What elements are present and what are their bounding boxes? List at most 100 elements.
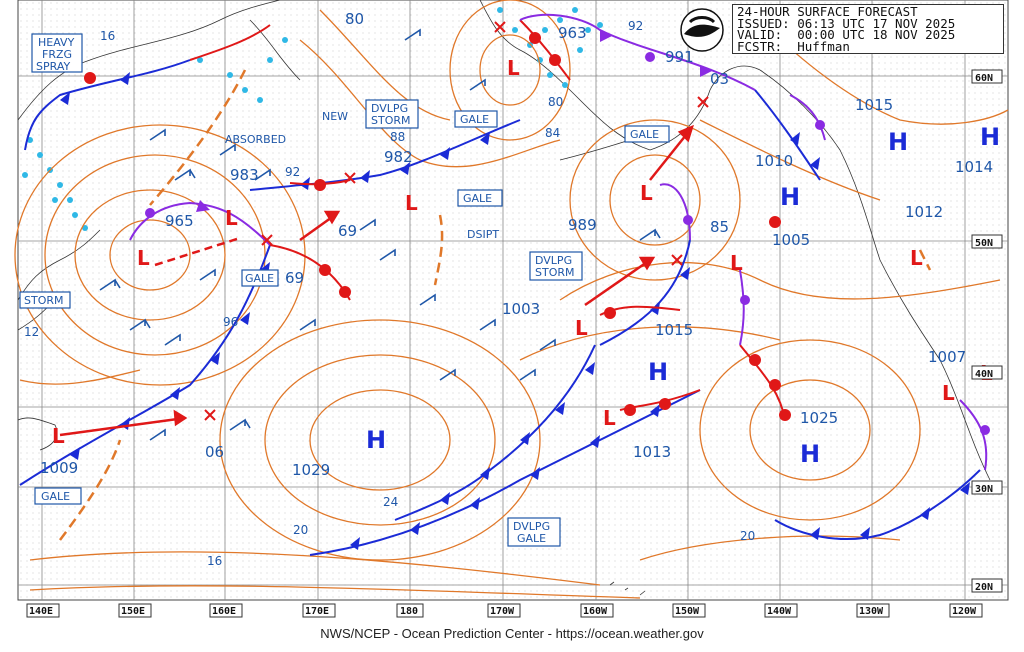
pressure-989: 989 <box>568 216 597 234</box>
warm-front-semicircles <box>84 32 791 421</box>
svg-text:150E: 150E <box>121 606 145 617</box>
svg-text:20N: 20N <box>975 582 993 593</box>
svg-text:L: L <box>640 181 653 205</box>
pressure-1015-b: 1015 <box>855 96 893 114</box>
svg-text:L: L <box>575 316 588 340</box>
svg-text:L: L <box>942 381 955 405</box>
label-absorbed: ABSORBED <box>225 133 286 146</box>
header-title: 24-HOUR SURFACE FORECAST <box>737 4 918 19</box>
isobar-label-20b: 20 <box>740 529 755 543</box>
svg-text:DVLPG: DVLPG <box>513 520 550 533</box>
svg-text:130W: 130W <box>859 606 884 617</box>
svg-text:L: L <box>225 206 238 230</box>
low-pressures: 963 991 983 982 965 989 1003 1005 1013 1… <box>40 24 966 477</box>
label-dsipt: DSIPT <box>467 228 499 241</box>
pressure-1014: 1014 <box>955 158 993 176</box>
svg-text:SPRAY: SPRAY <box>36 60 70 73</box>
wind-barbs <box>99 28 661 441</box>
warning-dvlpg-storm-north: DVLPG STORM <box>365 99 419 129</box>
svg-text:180: 180 <box>400 606 418 617</box>
noaa-logo <box>680 8 724 52</box>
header-valid: VALID: 00:00 UTC 18 NOV 2025 <box>737 27 956 42</box>
label-new: NEW <box>322 110 348 123</box>
pressure-1015-a: 1015 <box>655 321 693 339</box>
isobar-label-06: 06 <box>205 443 224 461</box>
svg-text:DVLPG: DVLPG <box>535 254 572 267</box>
warning-gale-west: GALE <box>241 269 279 287</box>
warning-gale-center: GALE <box>457 189 503 207</box>
isobar-label-20a: 20 <box>293 523 308 537</box>
high-symbol-1: H <box>366 426 386 454</box>
svg-text:30N: 30N <box>975 484 993 495</box>
svg-text:L: L <box>910 246 923 270</box>
isobar-label-69a: 69 <box>338 222 357 240</box>
pressure-1009: 1009 <box>40 459 78 477</box>
header-forecaster: FCSTR: Huffman <box>737 38 850 54</box>
occluded-symbols <box>145 30 990 435</box>
graticule <box>18 0 1008 600</box>
svg-text:L: L <box>405 191 418 215</box>
warning-gale-north-2: GALE <box>624 125 670 143</box>
svg-text:GALE: GALE <box>630 128 659 141</box>
latitude-labels: 60N 50N 40N 30N 20N <box>971 69 1003 593</box>
isobar-label-16a: 16 <box>100 29 115 43</box>
occluded-fronts <box>129 13 988 471</box>
high-symbol-3: H <box>800 440 820 468</box>
isobar-label-88: 88 <box>390 130 405 144</box>
svg-text:STORM: STORM <box>535 266 575 279</box>
forecast-header: 24-HOUR SURFACE FORECAST ISSUED: 06:13 UT… <box>732 4 1004 54</box>
troughs <box>58 69 932 541</box>
pressure-1029: 1029 <box>292 461 330 479</box>
svg-text:140E: 140E <box>29 606 53 617</box>
map-background <box>17 0 1009 601</box>
pressure-1003: 1003 <box>502 300 540 318</box>
footer-credit: NWS/NCEP - Ocean Prediction Center - htt… <box>320 626 704 641</box>
svg-text:50N: 50N <box>975 238 993 249</box>
pressure-1013: 1013 <box>633 443 671 461</box>
isobar-label-16b: 16 <box>207 554 222 568</box>
svg-text:40N: 40N <box>975 369 993 380</box>
warning-dvlpg-storm-center: DVLPG STORM <box>529 251 583 281</box>
svg-text:L: L <box>603 406 616 430</box>
isobar-label-92a: 92 <box>285 165 300 179</box>
high-symbol-5: H <box>980 123 1000 151</box>
pressure-1010: 1010 <box>755 152 793 170</box>
warning-dvlpg-gale-south: DVLPG GALE <box>507 517 561 547</box>
svg-text:STORM: STORM <box>371 114 411 127</box>
svg-text:L: L <box>52 424 65 448</box>
pressure-963: 963 <box>558 24 587 42</box>
pressure-982: 982 <box>384 148 413 166</box>
high-symbol-2: H <box>648 358 668 386</box>
isobar-label-85: 85 <box>710 218 729 236</box>
svg-text:FRZG: FRZG <box>42 48 72 61</box>
isobar-label-96: 96 <box>223 315 238 329</box>
isobar-label-24: 24 <box>383 495 398 509</box>
warning-storm-west: STORM <box>19 291 71 309</box>
pressure-1012: 1012 <box>905 203 943 221</box>
svg-text:L: L <box>137 246 150 270</box>
isobar-label-92b: 92 <box>628 19 643 33</box>
svg-text:GALE: GALE <box>245 272 274 285</box>
isobars <box>14 0 1009 599</box>
svg-text:160W: 160W <box>583 606 608 617</box>
sea-ice <box>22 7 603 231</box>
svg-text:L: L <box>507 56 520 80</box>
pressure-1005: 1005 <box>772 231 810 249</box>
pressure-991: 991 <box>665 48 694 66</box>
high-symbol-4: H <box>888 128 908 156</box>
svg-text:170E: 170E <box>305 606 329 617</box>
pressure-983: 983 <box>230 166 259 184</box>
high-symbol-6: H <box>780 183 800 211</box>
header-issued: ISSUED: 06:13 UTC 17 NOV 2025 <box>737 15 956 31</box>
svg-text:170W: 170W <box>490 606 515 617</box>
svg-text:60N: 60N <box>975 73 993 84</box>
low-x-marks <box>204 21 709 421</box>
isobar-label-80b: 80 <box>548 95 563 109</box>
isobar-label-12: 12 <box>24 325 39 339</box>
warning-heavy-frzg-spray: HEAVY FRZG SPRAY <box>31 33 83 73</box>
svg-text:GALE: GALE <box>517 532 546 545</box>
isobar-labels: 80 16 92 88 84 80 92 69 69 96 12 06 24 2… <box>24 10 755 568</box>
isobar-label-80: 80 <box>345 10 364 28</box>
isobar-label-69b: 69 <box>285 269 304 287</box>
